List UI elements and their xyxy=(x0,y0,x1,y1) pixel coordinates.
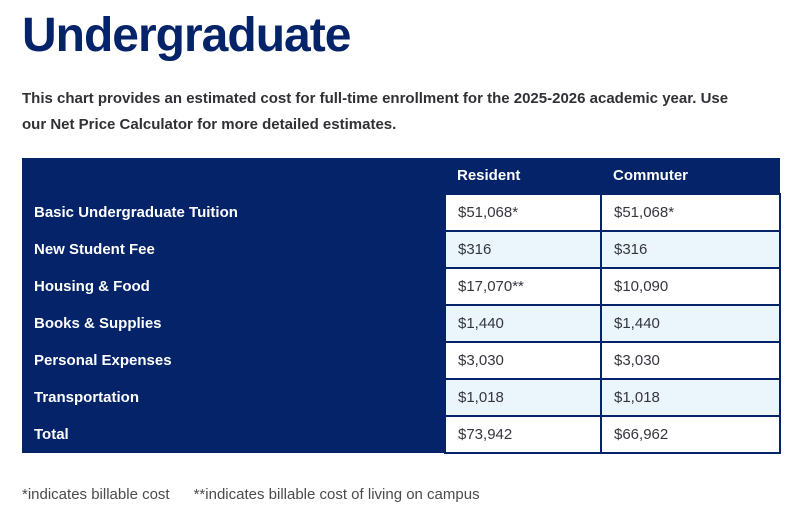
row-label-cell: New Student Fee xyxy=(22,230,445,268)
cost-table-header: Resident Commuter xyxy=(22,157,780,194)
row-label-cell: Housing & Food xyxy=(22,267,445,305)
row-label-cell: Transportation xyxy=(22,378,445,416)
commuter-value-cell: $3,030 xyxy=(600,340,781,380)
page-title: Undergraduate xyxy=(22,9,351,62)
row-label-cell: Personal Expenses xyxy=(22,341,445,379)
commuter-value-cell: $51,068* xyxy=(600,192,781,232)
resident-value-cell: $1,018 xyxy=(444,377,602,417)
table-row: Basic Undergraduate Tuition $51,068* $51… xyxy=(22,192,781,232)
column-header-resident: Resident xyxy=(445,157,601,194)
table-row: New Student Fee $316 $316 xyxy=(22,229,781,269)
intro-line1: This chart provides an estimated cost fo… xyxy=(22,89,729,107)
commuter-value-cell: $66,962 xyxy=(600,414,781,454)
footnote-double-asterisk: **indicates billable cost of living on c… xyxy=(193,485,480,503)
resident-value-cell: $73,942 xyxy=(444,414,602,454)
resident-value-cell: $51,068* xyxy=(444,192,602,232)
table-row: Transportation $1,018 $1,018 xyxy=(22,377,781,417)
resident-value-cell: $17,070** xyxy=(444,266,602,306)
table-row: Personal Expenses $3,030 $3,030 xyxy=(22,340,781,380)
intro-line2-after: for more detailed estimates. xyxy=(192,115,397,133)
footnote-single-asterisk: *indicates billable cost xyxy=(22,485,170,503)
header-row: Resident Commuter xyxy=(22,157,780,194)
footnotes: *indicates billable cost **indicates bil… xyxy=(22,486,788,503)
commuter-value-cell: $316 xyxy=(600,229,781,269)
table-row: Books & Supplies $1,440 $1,440 xyxy=(22,303,781,343)
cost-table-body: Basic Undergraduate Tuition $51,068* $51… xyxy=(22,192,781,454)
commuter-value-cell: $1,018 xyxy=(600,377,781,417)
commuter-value-cell: $10,090 xyxy=(600,266,781,306)
column-header-commuter: Commuter xyxy=(601,157,780,194)
cost-table: Resident Commuter Basic Undergraduate Tu… xyxy=(22,157,781,454)
resident-value-cell: $1,440 xyxy=(444,303,602,343)
net-price-calculator-link[interactable]: Net Price Calculator xyxy=(50,115,193,133)
row-label-cell: Total xyxy=(22,415,445,453)
intro-line2-before: our xyxy=(22,115,51,133)
resident-value-cell: $316 xyxy=(444,229,602,269)
resident-value-cell: $3,030 xyxy=(444,340,602,380)
commuter-value-cell: $1,440 xyxy=(600,303,781,343)
table-row: Total $73,942 $66,962 xyxy=(22,414,781,454)
intro-text: This chart provides an estimated cost fo… xyxy=(22,86,788,138)
table-corner-cell xyxy=(22,157,445,194)
intro-line2: our Net Price Calculator for more detail… xyxy=(22,112,788,138)
row-label-cell: Books & Supplies xyxy=(22,304,445,342)
table-row: Housing & Food $17,070** $10,090 xyxy=(22,266,781,306)
row-label-cell: Basic Undergraduate Tuition xyxy=(22,193,445,231)
